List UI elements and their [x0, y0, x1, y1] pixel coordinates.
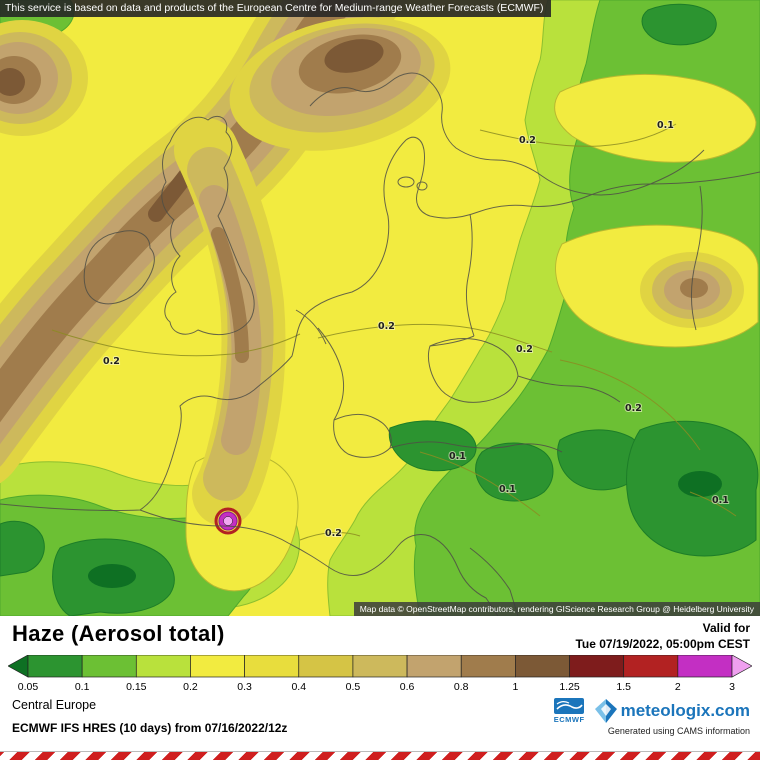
contour-lines [51, 123, 737, 541]
legend-scale: 0.05 0.1 0.15 0.2 0.3 0.4 0.5 0.6 0.8 1 1.25 1.5 2 3 [7, 654, 753, 693]
footer-bottom: Central Europe ECMWF IFS HRES (10 days) … [0, 698, 760, 736]
legend-tick: 0.3 [237, 681, 252, 693]
legend-tick: 0.5 [346, 681, 361, 693]
generated-note: Generated using CAMS information [607, 726, 750, 737]
contour-label: 0.1 [449, 451, 466, 462]
contour-label: 0.2 [516, 344, 533, 355]
legend-segment [352, 654, 408, 678]
legend-tick: 0.6 [400, 681, 415, 693]
legend-segment [27, 654, 83, 678]
valid-time: Tue 07/19/2022, 05:00pm CEST [575, 636, 750, 651]
legend-segment [515, 654, 570, 678]
haze-blob-north [229, 17, 451, 151]
legend-tick: 1.25 [559, 681, 580, 693]
legend-segment [677, 654, 733, 678]
legend-segment [460, 654, 516, 678]
legend-segment [298, 654, 354, 678]
footer: Haze (Aerosol total) Valid for Tue 07/19… [0, 616, 760, 760]
valid-label: Valid for [702, 621, 750, 635]
contour-label: 0.1 [657, 120, 674, 131]
contour-label: 0.2 [625, 403, 642, 414]
legend-tick: 0.1 [75, 681, 90, 693]
contour-labels: 0.2 0.2 0.2 0.2 0.2 0.1 0.1 0.1 0.1 0.2 [102, 119, 730, 540]
region-label: Central Europe [12, 698, 97, 713]
meteologix-icon [594, 699, 617, 724]
legend-segment [135, 654, 191, 678]
legend-tick: 0.05 [18, 681, 39, 693]
striped-ribbon [0, 751, 760, 760]
contour-label: 0.2 [325, 528, 342, 539]
footer-left: Central Europe ECMWF IFS HRES (10 days) … [12, 698, 287, 735]
haze-hotspot [214, 507, 242, 535]
legend: 0.05 0.1 0.15 0.2 0.3 0.4 0.5 0.6 0.8 1 1.25 1.5 2 3 [0, 652, 760, 700]
legend-tick: 1 [512, 681, 518, 693]
map-canvas: 0.2 0.2 0.2 0.2 0.2 0.1 0.1 0.1 0.1 0.2 [0, 0, 760, 616]
legend-segment [190, 654, 245, 678]
page-title: Haze (Aerosol total) [12, 621, 225, 646]
valid-block: Valid for Tue 07/19/2022, 05:00pm CEST [575, 621, 750, 652]
legend-segment [81, 654, 137, 678]
contour-label: 0.2 [103, 356, 120, 367]
legend-tick: 3 [729, 681, 735, 693]
contour-label: 0.1 [499, 484, 516, 495]
country-borders [0, 72, 760, 616]
footer-right: ECMWF meteologix.com Generated using CAM… [554, 698, 750, 736]
weather-map: 0.2 0.2 0.2 0.2 0.2 0.1 0.1 0.1 0.1 0.2 This serv… [0, 0, 760, 616]
ecmwf-logo: ECMWF [554, 698, 585, 724]
legend-tick: 0.2 [183, 681, 198, 693]
legend-arrow-right [731, 654, 753, 678]
legend-tick: 2 [675, 681, 681, 693]
contour-label: 0.2 [519, 135, 536, 146]
map-attribution: Map data © OpenStreetMap contributors, r… [353, 602, 760, 616]
legend-segment [623, 654, 679, 678]
haze-blob-corner [0, 20, 88, 136]
legend-tick: 0.8 [454, 681, 469, 693]
legend-segment [244, 654, 300, 678]
legend-tick: 0.15 [126, 681, 147, 693]
logos: ECMWF meteologix.com [554, 698, 750, 724]
footer-top: Haze (Aerosol total) Valid for Tue 07/19… [0, 616, 760, 652]
lowest-haze-core [678, 471, 722, 497]
model-info: ECMWF IFS HRES (10 days) from 07/16/2022… [12, 721, 288, 736]
legend-tick: 0.4 [291, 681, 306, 693]
ecmwf-notice-bar: This service is based on data and produc… [0, 0, 552, 17]
ecmwf-icon [554, 698, 585, 715]
legend-tick: 1.5 [616, 681, 631, 693]
legend-arrow-left [7, 654, 29, 678]
legend-segment [569, 654, 625, 678]
meteologix-brand: meteologix.com [620, 701, 750, 721]
legend-segment [406, 654, 462, 678]
contour-label: 0.1 [712, 495, 729, 506]
contour-label: 0.2 [378, 321, 395, 332]
ecmwf-logo-text: ECMWF [553, 715, 585, 725]
lowest-haze-core [88, 564, 136, 588]
meteologix-logo: meteologix.com [594, 699, 750, 724]
